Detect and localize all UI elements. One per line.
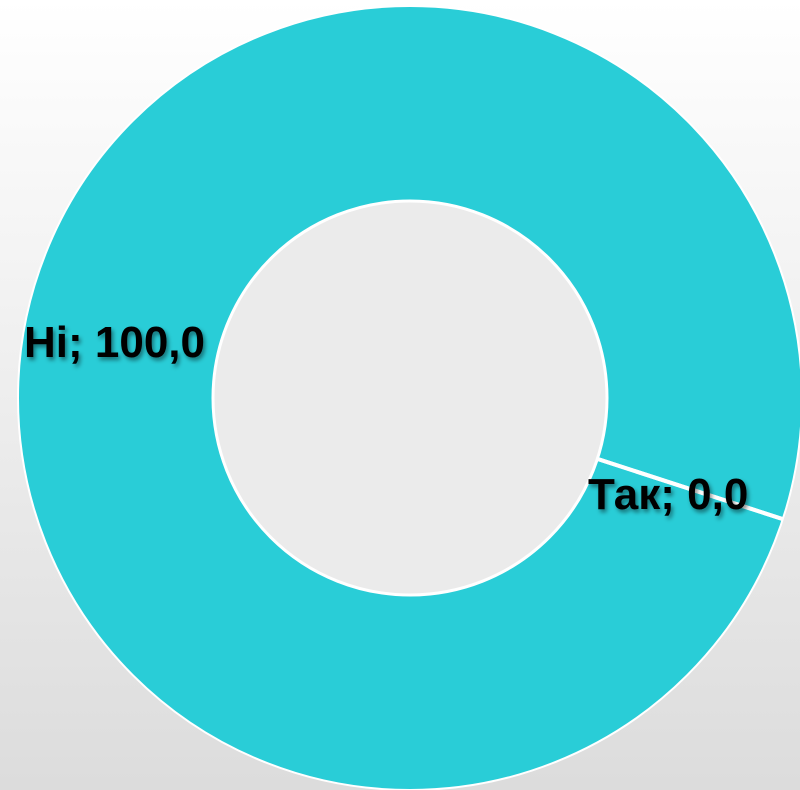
label-category: Так: [588, 470, 661, 519]
slice-separator: [596, 456, 784, 522]
donut-hole: [213, 201, 607, 595]
label-category: Ні: [24, 318, 68, 367]
data-label: Ні; 100,0: [24, 318, 205, 367]
data-label: Так; 0,0: [588, 470, 748, 519]
slices: [17, 5, 800, 790]
inner-edge: [211, 199, 609, 597]
outer-edge: [17, 5, 800, 790]
label-value: 0,0: [687, 470, 748, 519]
label-value: 100,0: [95, 318, 205, 367]
label-separator: ;: [660, 470, 687, 519]
slice: [18, 6, 800, 790]
label-separator: ;: [68, 318, 95, 367]
